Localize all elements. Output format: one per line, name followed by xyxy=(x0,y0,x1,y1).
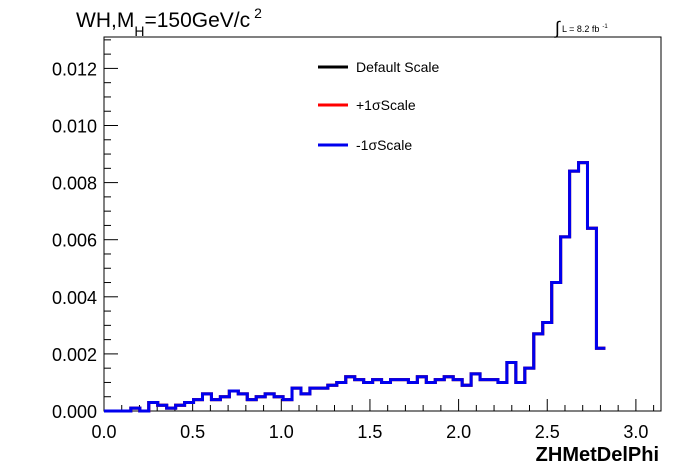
x-tick-label: 2.5 xyxy=(535,422,560,442)
y-tick-label: 0.000 xyxy=(52,402,97,422)
y-tick-label: 0.006 xyxy=(52,231,97,251)
chart-title: WH,MH=150GeV/c 2 xyxy=(76,5,262,39)
x-tick-label: 0.5 xyxy=(180,422,205,442)
y-tick-label: 0.008 xyxy=(52,174,97,194)
series-line-1 xyxy=(104,161,606,413)
series-line-2 xyxy=(104,161,606,413)
y-axis-ticks: 0.000 0.002 0.004 0.006 0.008 0.010 0.012 xyxy=(52,39,118,422)
x-tick-label: 1.0 xyxy=(269,422,294,442)
legend-label-plus1sigma: +1σScale xyxy=(356,97,416,113)
legend: Default Scale +1σScale -1σScale xyxy=(318,59,439,153)
y-tick-label: 0.004 xyxy=(52,288,97,308)
series-line-0 xyxy=(104,161,606,413)
y-tick-label: 0.010 xyxy=(52,117,97,137)
y-tick-label: 0.002 xyxy=(52,345,97,365)
series-group xyxy=(104,161,606,413)
plot-frame xyxy=(103,36,662,412)
x-tick-label: 2.0 xyxy=(446,422,471,442)
x-tick-label: 3.0 xyxy=(623,422,648,442)
y-tick-label: 0.012 xyxy=(52,59,97,79)
x-axis-ticks: 0.0 0.5 1.0 1.5 2.0 2.5 3.0 xyxy=(91,399,655,442)
x-tick-label: 1.5 xyxy=(357,422,382,442)
luminosity-label: ∫ L = 8.2 fb -1 xyxy=(553,18,608,38)
x-tick-label: 0.0 xyxy=(91,422,116,442)
x-axis-title: ZHMetDelPhi xyxy=(536,444,659,466)
legend-label-minus1sigma: -1σScale xyxy=(356,137,412,153)
legend-label-default: Default Scale xyxy=(356,59,439,75)
